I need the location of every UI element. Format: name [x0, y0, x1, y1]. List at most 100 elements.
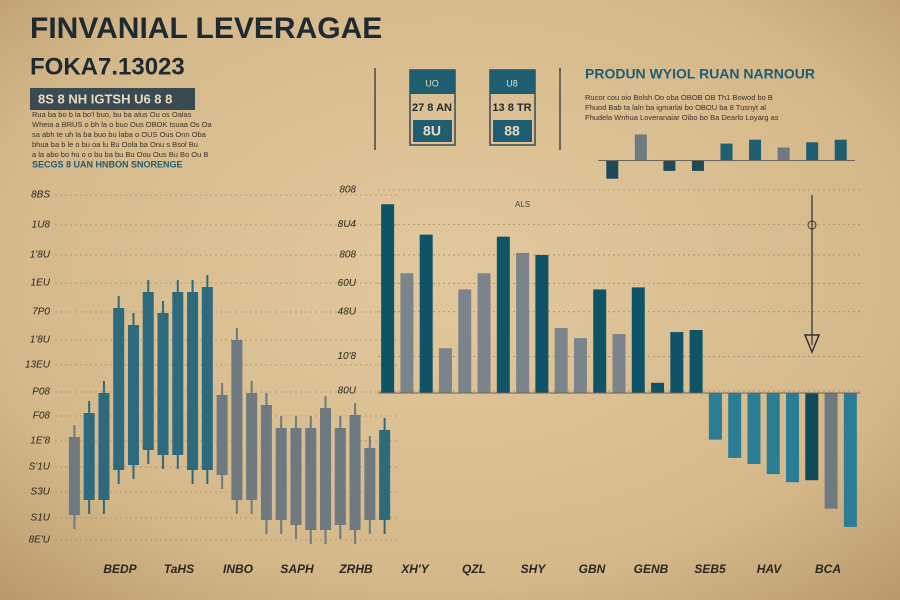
bar — [381, 204, 395, 393]
bar — [786, 392, 800, 483]
bar — [631, 287, 645, 393]
range-bar — [275, 428, 287, 520]
y-tick-label: F08 — [33, 411, 51, 422]
y-tick-label: 13EU — [25, 360, 51, 371]
y-tick-label: 1'8U — [30, 250, 51, 261]
bar — [400, 273, 414, 393]
bar — [651, 382, 665, 393]
bar — [824, 392, 838, 509]
stat-bottom: 8U — [423, 123, 441, 139]
range-bar — [364, 448, 376, 520]
y-tick-label: 8BS — [31, 190, 50, 201]
tagline: SECGS 8 UAN HNBON SNORENGE — [32, 159, 183, 169]
range-bar — [231, 340, 243, 500]
footer-label: XH'Y — [400, 562, 430, 576]
bar — [634, 134, 647, 161]
y-tick-label: 1'8U — [30, 335, 51, 346]
body-text: Fhuod Bab ta laln ba igmarlai bo OBOU ba… — [585, 103, 766, 112]
y-tick-label: 60U — [338, 278, 357, 289]
stat-mid: 27 8 AN — [412, 102, 452, 114]
range-bar — [334, 428, 346, 525]
bar — [496, 236, 510, 393]
y-tick-label: P08 — [32, 387, 50, 398]
badge: 8S 8 NH IGTSH U6 8 8 — [38, 91, 172, 106]
bar — [728, 392, 742, 458]
range-bar — [216, 395, 228, 475]
range-bar — [320, 408, 332, 530]
range-bar — [113, 308, 125, 470]
range-bar — [83, 413, 95, 500]
body-text: bhua ba b le o bu oa lu Bu Oola ba Onu s… — [32, 140, 198, 149]
stat-bottom-box — [413, 120, 452, 142]
y-tick-label: S1U — [31, 513, 51, 524]
range-bar — [349, 415, 361, 530]
y-tick-label: 7P0 — [32, 307, 50, 318]
body-text: a la abo bo hu o o bu ba bu Bu Oou Ous B… — [32, 150, 208, 159]
bar — [766, 392, 780, 475]
body-text: Fhudela Wnhua Loveranaiar Oibo bo Ba Dea… — [585, 113, 779, 122]
footer-label: SEB5 — [694, 562, 726, 576]
y-tick-label: 8E'U — [29, 535, 51, 546]
range-bar — [127, 325, 139, 465]
bar — [720, 143, 733, 161]
subtitle: FOKA7.13023 — [30, 53, 185, 80]
stat-mid: 13 8 TR — [492, 102, 531, 114]
bar — [516, 252, 530, 393]
footer-label: QZL — [462, 562, 486, 576]
bar — [747, 392, 761, 464]
range-bar — [98, 393, 110, 500]
bar — [554, 328, 568, 393]
footer-label: ZRHB — [338, 562, 373, 576]
y-tick-label: 808 — [339, 250, 356, 261]
range-bar — [157, 313, 169, 455]
y-tick-label: 8U4 — [338, 219, 357, 230]
title: FINVANIAL LEVERAGAE — [30, 12, 382, 45]
y-tick-label: S'1U — [29, 462, 51, 473]
y-tick-label: 80U — [338, 386, 357, 397]
footer-label: BEDP — [103, 562, 137, 576]
badge-box — [30, 88, 195, 110]
range-bar — [379, 430, 391, 520]
bar — [477, 273, 491, 393]
body-text: sa abh te uh la ba buo bu laba o OUS Ous… — [32, 130, 207, 139]
footer-label: GBN — [579, 562, 606, 576]
bar — [834, 139, 847, 161]
range-bar — [260, 405, 272, 520]
y-tick-label: S3U — [31, 487, 51, 498]
stat-top: UO — [425, 78, 439, 88]
bar — [458, 289, 472, 393]
footer-label: SAPH — [280, 562, 314, 576]
footer-label: GENB — [634, 562, 669, 576]
bar — [689, 330, 703, 393]
bar — [708, 392, 722, 440]
y-tick-label: 10'8 — [337, 351, 356, 362]
range-bar — [187, 292, 199, 470]
y-tick-label: 1U8 — [32, 220, 51, 231]
bar — [843, 392, 857, 527]
bar — [612, 334, 626, 393]
bar — [663, 160, 676, 171]
range-bar — [290, 428, 302, 525]
footer-label: HAV — [757, 562, 782, 576]
bar — [535, 254, 549, 393]
y-tick-label: 48U — [338, 306, 357, 317]
footer-label: TaHS — [164, 562, 194, 576]
range-bar — [246, 393, 258, 500]
footer-label: BCA — [815, 562, 841, 576]
footer-label: INBO — [223, 562, 254, 576]
stat-bottom: 88 — [504, 123, 520, 139]
stat-top-box — [410, 70, 455, 94]
bar — [777, 147, 790, 161]
arrow-dot — [807, 220, 817, 230]
bar — [805, 392, 819, 481]
bar — [749, 139, 762, 161]
axis-note: ALS — [515, 200, 530, 209]
bar — [438, 348, 452, 393]
range-bar — [68, 437, 80, 515]
body-text: Rua ba bo b la bo'l buo, bu ba alus Ou o… — [32, 110, 192, 119]
bar — [691, 160, 704, 171]
stat-top: U8 — [506, 78, 518, 88]
bar — [573, 338, 587, 393]
footer-label: SHY — [521, 562, 547, 576]
